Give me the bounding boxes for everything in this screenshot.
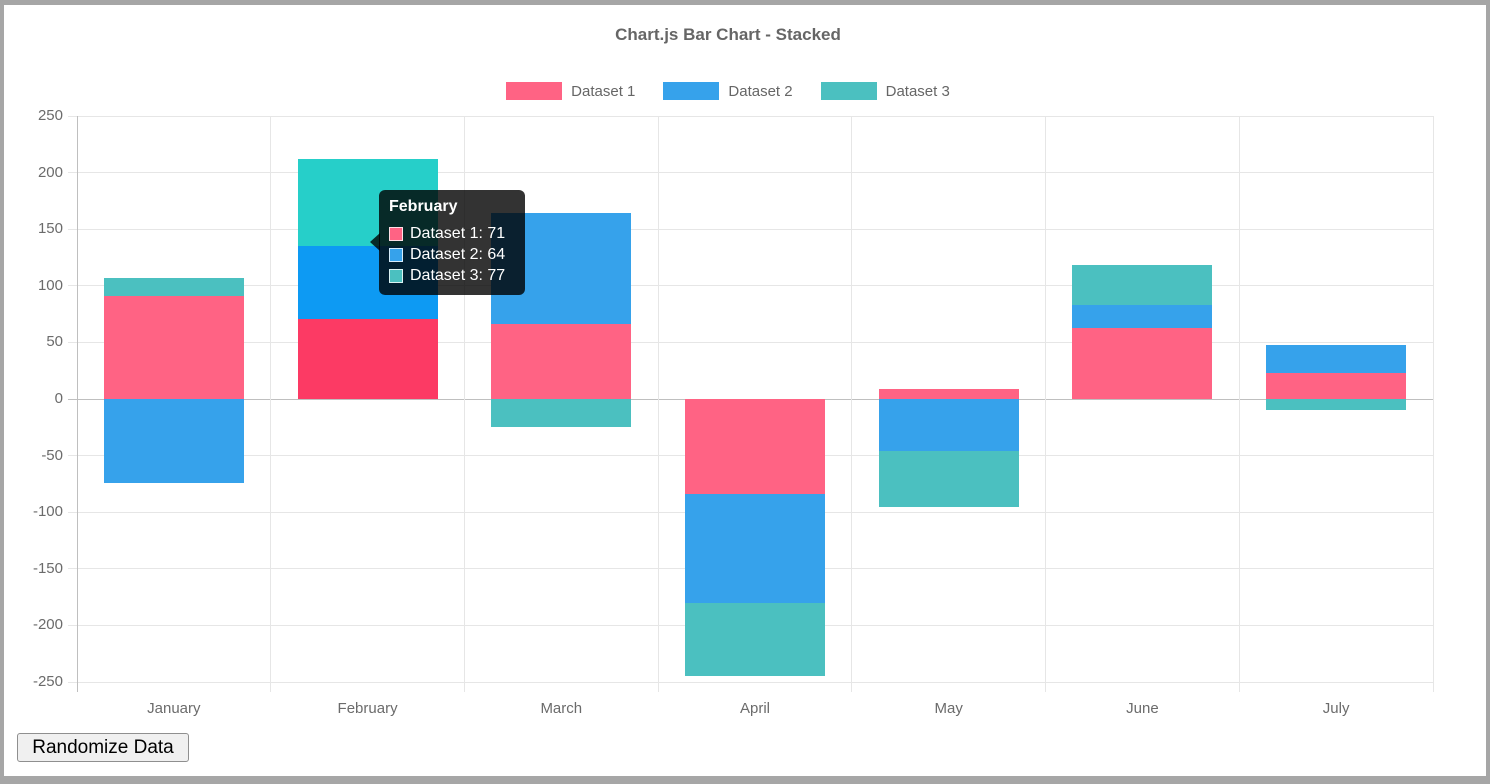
bar-segment[interactable] [1072,305,1213,328]
bar-segment[interactable] [1266,344,1407,373]
bar-segment[interactable] [878,451,1019,507]
gridline-vertical [657,116,659,682]
legend-label: Dataset 2 [728,82,793,100]
x-axis-tick [270,682,272,692]
bar-segment[interactable] [685,399,825,495]
gridline-horizontal [77,341,1433,343]
legend-item-dataset-1[interactable]: Dataset 1 [506,82,635,100]
chart-title: Chart.js Bar Chart - Stacked [615,25,841,44]
legend-item-dataset-2[interactable]: Dataset 2 [663,82,793,100]
gridline-horizontal [77,285,1433,287]
tooltip-title: February [389,198,458,215]
y-axis-tick [68,511,77,513]
x-axis-label: July [1322,700,1350,717]
bar-segment[interactable] [297,318,438,399]
y-axis-tick-label: -100 [32,503,63,521]
x-axis-tick [1238,682,1240,692]
tooltip-caret-icon [370,233,380,251]
bar-segment[interactable] [1072,265,1213,306]
x-axis-label: June [1126,700,1159,717]
gridline-horizontal [77,228,1433,230]
gridline-vertical [851,116,853,682]
gridline-horizontal [77,172,1433,174]
y-axis-tick [68,341,77,343]
bar-segment[interactable] [685,494,825,603]
x-axis-tick [657,682,659,692]
x-axis-tick [76,682,78,692]
y-axis-tick [68,285,77,287]
x-axis-label: March [540,700,583,717]
y-axis-tick [68,228,77,230]
tooltip-line-text: Dataset 2: 64 [410,245,506,263]
gridline-horizontal [77,115,1433,117]
gridline-vertical [1432,116,1434,682]
tooltip-body: Dataset 1: 71 Dataset 2: 64 Dataset 3: 77 [389,223,515,286]
gridline-horizontal [77,681,1433,683]
randomize-data-button[interactable]: Randomize Data [17,733,189,762]
bar-segment[interactable] [1072,327,1213,399]
y-axis-tick-label: 100 [37,276,63,294]
y-axis-tick [68,681,77,683]
legend-color-box [820,82,877,100]
y-axis-tick [68,624,77,626]
x-axis-tick [1432,682,1434,692]
bar-segment[interactable] [491,324,632,399]
x-axis-tick [463,682,465,692]
y-axis-tick-label: -150 [32,559,63,577]
bar-segment[interactable] [878,399,1019,452]
y-axis-tick-label: 150 [37,220,63,238]
y-axis-line [76,116,78,682]
x-axis-tick [851,682,853,692]
bar-segment[interactable] [878,388,1019,399]
legend-item-dataset-3[interactable]: Dataset 3 [820,82,950,100]
gridline-vertical [1045,116,1047,682]
y-axis-tick [68,568,77,570]
y-axis-tick [68,172,77,174]
bar-segment[interactable] [1266,399,1407,411]
y-axis-tick [68,455,77,457]
tooltip-line: Dataset 3: 77 [389,265,515,286]
x-axis-label: February [337,700,398,717]
bar-segment[interactable] [685,602,825,677]
legend-color-box [506,82,563,100]
y-axis-tick-label: -50 [41,446,63,464]
x-axis-label: January [147,700,201,717]
y-axis-tick-label: 250 [37,107,63,124]
gridline-vertical [270,116,272,682]
bar-segment[interactable] [103,295,244,399]
y-axis-tick-label: 200 [37,163,63,181]
tooltip: February Dataset 1: 71 Dataset 2: 64 Datas… [370,190,525,295]
tooltip-color-swatch [389,247,403,262]
y-axis-tick-label: -250 [32,673,63,690]
x-axis-label: May [934,700,963,717]
bar-segment[interactable] [1266,372,1407,399]
bar-segment[interactable] [103,399,244,483]
gridline-vertical [463,116,465,682]
bar-segment[interactable] [491,399,632,428]
y-axis-tick-label: -200 [32,616,63,634]
y-axis-tick-label: 0 [54,390,63,407]
tooltip-line-text: Dataset 1: 71 [410,224,506,242]
gridline-vertical [1238,116,1240,682]
legend-label: Dataset 3 [885,82,950,100]
legend-color-box [663,82,720,100]
tooltip-color-swatch [389,226,403,241]
x-axis-tick [1045,682,1047,692]
legend-label: Dataset 1 [571,82,636,100]
legend: Dataset 1 Dataset 2 Dataset 3 [0,82,1456,100]
tooltip-line-text: Dataset 3: 77 [410,266,506,284]
tooltip-color-swatch [389,268,403,283]
y-axis-tick [68,115,77,117]
tooltip-line: Dataset 2: 64 [389,244,515,265]
tooltip-line: Dataset 1: 71 [389,223,515,244]
y-axis-tick-label: 50 [46,333,63,351]
y-axis-tick [68,398,77,400]
x-axis-label: April [739,700,770,717]
bar-segment[interactable] [103,277,244,296]
